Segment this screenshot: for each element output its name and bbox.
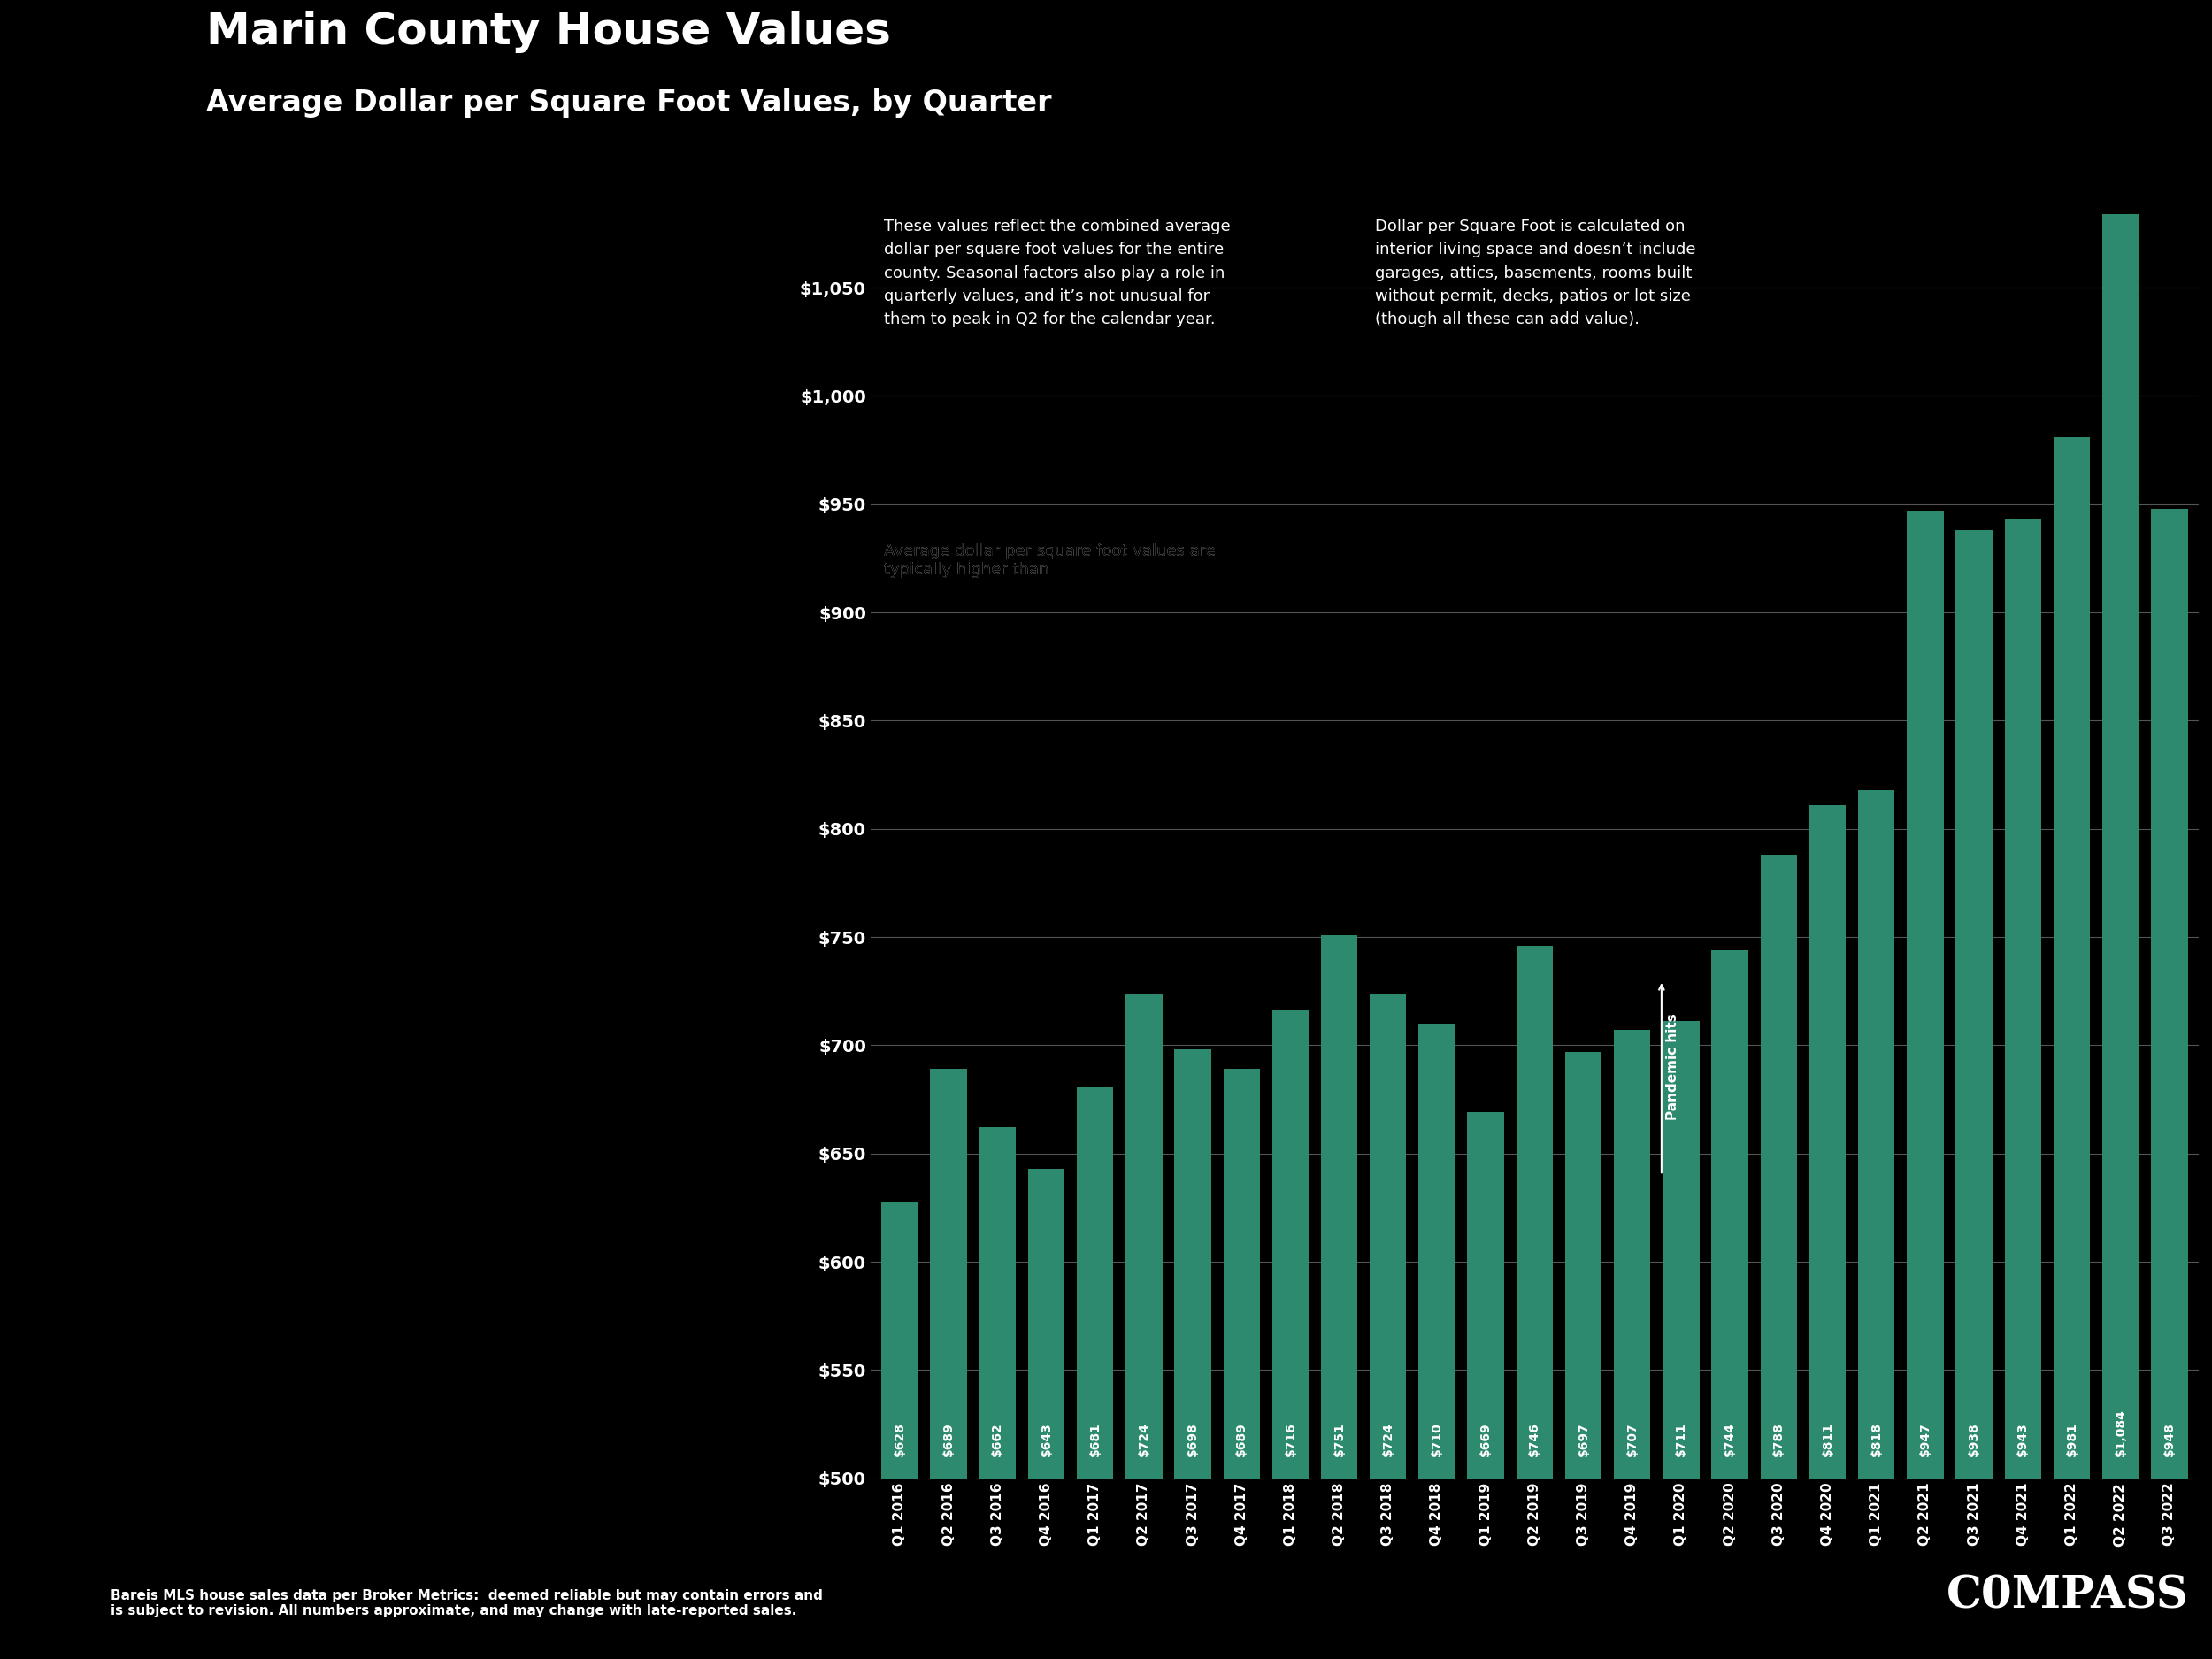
- Text: $628: $628: [894, 1422, 907, 1457]
- Bar: [1712, 951, 1747, 1659]
- Bar: [1615, 1030, 1650, 1659]
- Bar: [1029, 1168, 1064, 1659]
- Text: $669: $669: [1480, 1422, 1491, 1457]
- Text: $948: $948: [2163, 1422, 2177, 1457]
- Text: $698: $698: [1186, 1422, 1199, 1457]
- Text: Pandemic hits: Pandemic hits: [1666, 1014, 1679, 1120]
- Bar: [880, 1201, 918, 1659]
- Text: $711: $711: [1674, 1422, 1688, 1457]
- Bar: [1126, 994, 1161, 1659]
- Bar: [1663, 1022, 1699, 1659]
- Bar: [1515, 946, 1553, 1659]
- Text: $697: $697: [1577, 1422, 1590, 1457]
- Bar: [2004, 519, 2042, 1659]
- Text: $643: $643: [1040, 1422, 1053, 1457]
- Bar: [1321, 936, 1358, 1659]
- Text: $689: $689: [1234, 1422, 1248, 1457]
- Text: $981: $981: [2066, 1422, 2077, 1457]
- Text: $724: $724: [1137, 1422, 1150, 1457]
- Text: Average dollar per square foot values are
typically higher than: Average dollar per square foot values ar…: [885, 542, 1217, 577]
- Bar: [1809, 805, 1845, 1659]
- Bar: [1467, 1113, 1504, 1659]
- Text: $943: $943: [2017, 1422, 2028, 1457]
- Bar: [1907, 511, 1944, 1659]
- Text: $716: $716: [1285, 1422, 1296, 1457]
- Text: $751: $751: [1334, 1422, 1345, 1457]
- Text: $818: $818: [1869, 1422, 1882, 1457]
- Bar: [2101, 214, 2139, 1659]
- Bar: [1077, 1087, 1113, 1659]
- Bar: [1858, 790, 1896, 1659]
- Text: $746: $746: [1528, 1422, 1542, 1457]
- Text: $689: $689: [942, 1422, 956, 1457]
- Bar: [1272, 1010, 1310, 1659]
- Bar: [1566, 1052, 1601, 1659]
- Bar: [980, 1128, 1015, 1659]
- Bar: [1175, 1050, 1210, 1659]
- Bar: [2053, 436, 2090, 1659]
- Text: $710: $710: [1431, 1422, 1442, 1457]
- Text: $724: $724: [1382, 1422, 1394, 1457]
- Text: $788: $788: [1772, 1422, 1785, 1457]
- Text: $947: $947: [1920, 1422, 1931, 1457]
- Bar: [2150, 508, 2188, 1659]
- Text: These values reflect the combined average
dollar per square foot values for the : These values reflect the combined averag…: [885, 219, 1230, 328]
- Text: $1,084: $1,084: [2115, 1408, 2126, 1457]
- Bar: [931, 1068, 967, 1659]
- Bar: [1955, 531, 1993, 1659]
- Text: Marin County House Values: Marin County House Values: [206, 10, 891, 53]
- Text: $811: $811: [1820, 1422, 1834, 1457]
- Text: $662: $662: [991, 1422, 1004, 1457]
- Bar: [1418, 1024, 1455, 1659]
- Bar: [1761, 854, 1796, 1659]
- Text: $707: $707: [1626, 1422, 1639, 1457]
- Text: $744: $744: [1723, 1422, 1736, 1457]
- Text: $938: $938: [1969, 1422, 1980, 1457]
- Text: Average dollar per square foot values are
typically higher than ––––––– $/sq.ft.: Average dollar per square foot values ar…: [885, 542, 1232, 596]
- Text: Dollar per Square Foot is calculated on
interior living space and doesn’t includ: Dollar per Square Foot is calculated on …: [1376, 219, 1697, 328]
- Text: C0MPASS: C0MPASS: [1947, 1574, 2190, 1618]
- Text: Bareis MLS house sales data per Broker Metrics:  deemed reliable but may contain: Bareis MLS house sales data per Broker M…: [111, 1589, 823, 1618]
- Bar: [1223, 1068, 1261, 1659]
- Text: Average Dollar per Square Foot Values, by Quarter: Average Dollar per Square Foot Values, b…: [206, 88, 1051, 118]
- Bar: [1369, 994, 1407, 1659]
- Text: $681: $681: [1088, 1422, 1102, 1457]
